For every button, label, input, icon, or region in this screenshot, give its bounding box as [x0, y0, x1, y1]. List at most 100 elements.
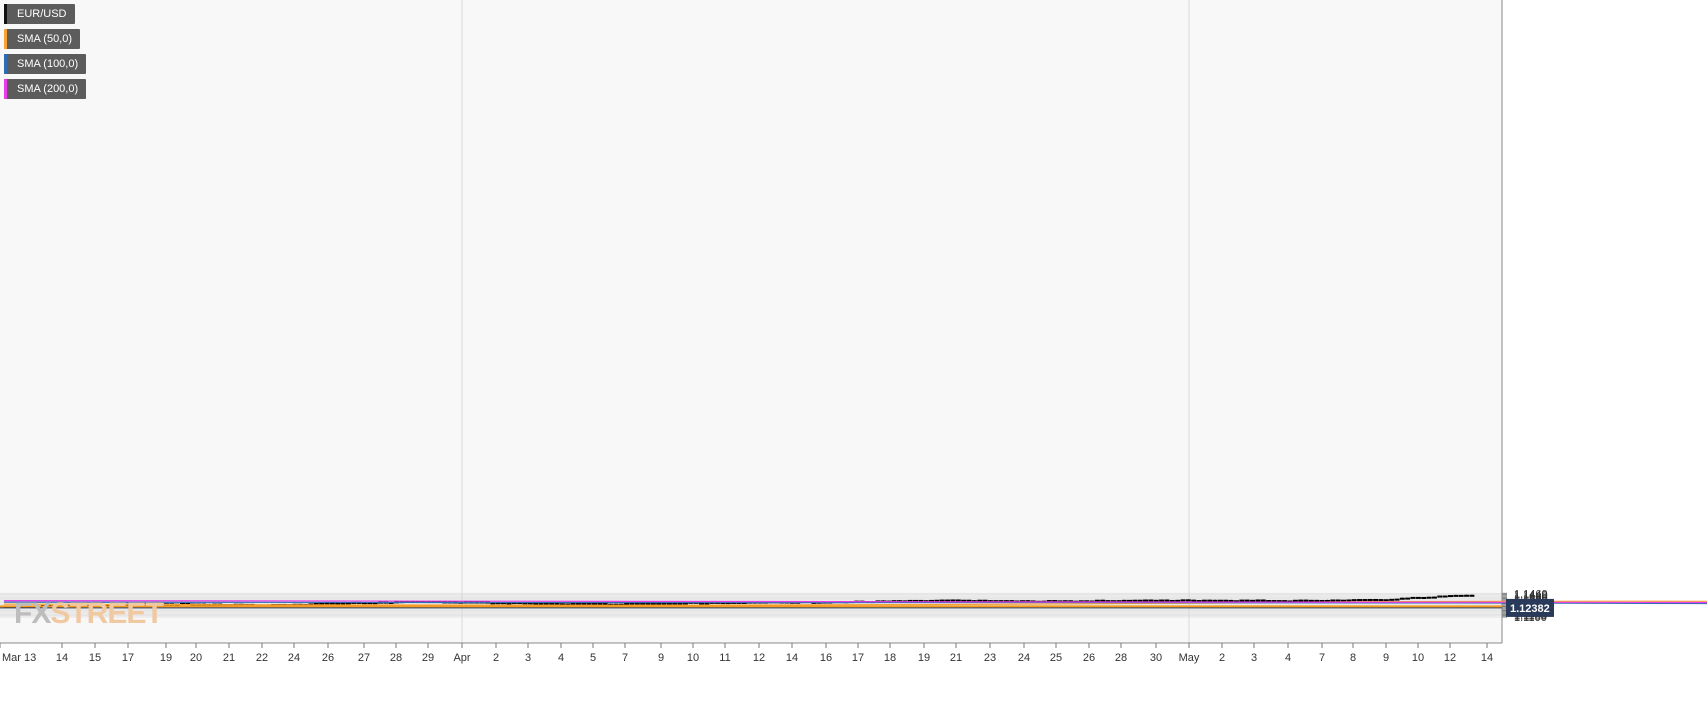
candle-up [1201, 599, 1207, 602]
legend-label-sma100: SMA (100,0) [17, 58, 79, 70]
logo-part-street: STREET [50, 597, 163, 630]
candle-up [1431, 596, 1437, 599]
x-tick-label: 26 [322, 652, 334, 664]
x-tick-label: 11 [719, 652, 730, 664]
candle-down [1314, 599, 1320, 602]
x-tick-label: 10 [687, 652, 699, 664]
x-tick-label: 3 [1251, 652, 1257, 664]
candle-up [1308, 599, 1314, 602]
candle-down [966, 599, 972, 602]
candle-up [1212, 599, 1218, 602]
candle-up [586, 602, 592, 605]
x-tick-label: 26 [1083, 652, 1095, 664]
y-tick-label: 1.1440 [1514, 590, 1548, 602]
candle-down [1373, 598, 1379, 601]
candle-down [1185, 599, 1191, 602]
x-tick-label: Apr [453, 652, 470, 664]
candle-up [1121, 599, 1127, 602]
candle-down [1223, 599, 1229, 602]
x-tick-label: 12 [1444, 652, 1456, 664]
candle-up [1196, 600, 1202, 603]
x-tick-label: 17 [122, 652, 134, 664]
x-tick-label: 19 [160, 652, 172, 664]
x-tick-label: 24 [1018, 652, 1030, 664]
candle-up [624, 603, 630, 606]
current-price-tag [1506, 598, 1554, 617]
candle-up [939, 599, 945, 602]
candle-down [1469, 594, 1475, 597]
x-tick-label: 16 [820, 652, 832, 664]
legend-swatch-sma50 [4, 29, 7, 49]
candle-down [1244, 599, 1250, 602]
x-tick-label: 14 [786, 652, 798, 664]
legend-label-eurusd: EUR/USD [17, 8, 67, 20]
candle-up [1437, 595, 1443, 598]
x-tick-label: 18 [884, 652, 896, 664]
legend-item-sma50[interactable]: SMA (50,0) [4, 29, 81, 49]
candle-up [1217, 599, 1223, 602]
x-tick-label: 2 [493, 652, 499, 664]
candle-down [945, 599, 951, 602]
candle-up [1464, 594, 1470, 597]
candle-down [1260, 599, 1266, 602]
candle-down [1335, 599, 1341, 602]
candle-down [1271, 600, 1277, 603]
x-tick-label: 30 [1150, 652, 1162, 664]
candle-down [955, 599, 961, 602]
candle-up [1330, 599, 1336, 602]
x-tick-label: 21 [223, 652, 235, 664]
x-tick-label: 29 [422, 652, 434, 664]
candle-up [1266, 600, 1272, 603]
candle-up [335, 602, 341, 605]
x-tick-label: 4 [558, 652, 564, 664]
candle-up [1159, 599, 1165, 602]
candle-up [1346, 599, 1352, 602]
candle-up [629, 602, 635, 605]
candle-up [682, 602, 688, 605]
candle-up [324, 602, 330, 605]
x-tick-label: 17 [852, 652, 864, 664]
x-tick-label: 20 [190, 652, 202, 664]
candle-up [543, 602, 549, 605]
candle-up [634, 602, 640, 605]
x-tick-label: 25 [1050, 652, 1062, 664]
candle-up [1389, 598, 1395, 601]
x-tick-label: 9 [658, 652, 664, 664]
x-tick-label: 23 [984, 652, 996, 664]
sma-line-1000 [3, 601, 1707, 605]
candle-down [533, 602, 539, 605]
x-tick-label: Mar 13 [2, 652, 36, 664]
candle-down [538, 602, 544, 605]
x-tick-label: 28 [1115, 652, 1127, 664]
candle-down [1324, 599, 1330, 602]
candle-up [1357, 599, 1363, 602]
candle-up [1143, 599, 1149, 602]
candle-up [1399, 597, 1405, 600]
candle-down [1303, 599, 1309, 602]
candle-up [934, 599, 940, 602]
current-price-label: 1.12382 [1510, 603, 1550, 615]
candle-up [1255, 599, 1261, 602]
candle-up [1180, 599, 1186, 602]
candle-up [1169, 599, 1175, 602]
candle-down [1207, 599, 1213, 602]
x-tick-label: 14 [1481, 652, 1493, 664]
x-tick-label: 28 [390, 652, 402, 664]
legend-item-sma100[interactable]: SMA (100,0) [4, 54, 87, 74]
candle-up [1394, 598, 1400, 601]
candle-down [1191, 599, 1197, 602]
candle-down [1282, 600, 1288, 603]
candle-up [1276, 600, 1282, 603]
legend-swatch-sma100 [4, 54, 7, 74]
legend-label-sma200: SMA (200,0) [17, 83, 79, 95]
x-tick-label: May [1179, 652, 1200, 664]
candle-up [645, 602, 651, 605]
candle-up [570, 602, 576, 605]
legend-item-sma200[interactable]: SMA (200,0) [4, 79, 87, 99]
candle-down [1164, 599, 1170, 602]
candle-down [1378, 599, 1384, 602]
legend-item-eurusd[interactable]: EUR/USD [4, 4, 75, 24]
candle-down [592, 602, 597, 605]
